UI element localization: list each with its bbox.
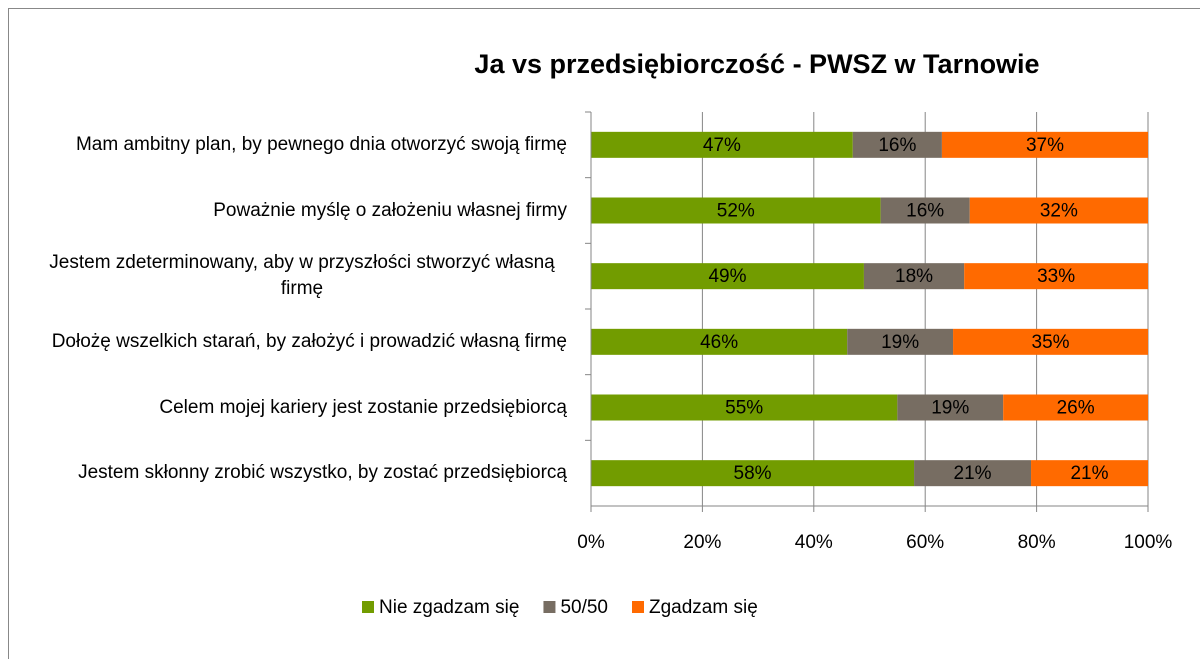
bar-segment: [1031, 460, 1148, 487]
legend-label: Nie zgadzam się: [379, 597, 519, 618]
bar-segment: [591, 263, 864, 290]
y-tick-label: Jestem skłonny zrobić wszystko, by zosta…: [78, 462, 567, 484]
bar-segment: [914, 460, 1032, 487]
data-label: 16%: [906, 201, 944, 222]
x-tick-label: 20%: [683, 532, 721, 553]
chart-title: Ja vs przedsiębiorczość - PWSZ w Tarnowi…: [474, 49, 1039, 79]
bar-segment: [591, 394, 898, 421]
x-tick-label: 60%: [906, 532, 944, 553]
legend-swatch: [362, 601, 374, 613]
data-label: 46%: [700, 332, 738, 353]
bar-segment: [591, 197, 881, 224]
bar-segment: [897, 394, 1004, 421]
bar-segment: [847, 328, 954, 355]
legend-swatch: [632, 601, 644, 613]
y-tick-label-box: Dołożę wszelkich starań, by założyć i pr…: [37, 329, 567, 355]
bar-segment: [591, 328, 848, 355]
bar-segment: [969, 197, 1148, 224]
data-label: 21%: [1070, 463, 1108, 484]
y-tick-label-box: Celem mojej kariery jest zostanie przeds…: [37, 395, 567, 421]
data-label: 26%: [1057, 398, 1095, 419]
data-label: 58%: [734, 463, 772, 484]
x-tick-label: 40%: [795, 532, 833, 553]
bar-segment: [964, 263, 1148, 290]
y-tick-label-box: Mam ambitny plan, by pewnego dnia otworz…: [37, 132, 567, 158]
bar-segment: [852, 131, 942, 158]
data-label: 18%: [895, 266, 933, 287]
legend-label: Zgadzam się: [649, 597, 758, 618]
data-label: 16%: [878, 135, 916, 156]
y-tick-label: Jestem zdeterminowany, aby w przyszłości…: [49, 252, 555, 300]
data-label: 47%: [703, 135, 741, 156]
data-label: 21%: [954, 463, 992, 484]
x-tick-label: 80%: [1018, 532, 1056, 553]
y-tick-label: Celem mojej kariery jest zostanie przeds…: [159, 396, 567, 418]
bar-segment: [591, 460, 915, 487]
y-tick-label-box: Jestem skłonny zrobić wszystko, by zosta…: [37, 460, 567, 486]
y-tick-label: Dołożę wszelkich starań, by założyć i pr…: [51, 330, 567, 352]
data-label: 35%: [1032, 332, 1070, 353]
data-label: 52%: [717, 201, 755, 222]
data-label: 33%: [1037, 266, 1075, 287]
x-tick-label: 100%: [1124, 532, 1173, 553]
x-tick-label: 0%: [577, 532, 605, 553]
data-label: 37%: [1026, 135, 1064, 156]
data-label: 19%: [931, 398, 969, 419]
bar-segment: [1003, 394, 1148, 421]
y-tick-label: Poważnie myślę o założeniu własnej firmy: [213, 199, 567, 221]
chart-border: [8, 8, 1200, 659]
legend-swatch: [543, 601, 556, 613]
bar-segment: [880, 197, 970, 224]
y-tick-label: Mam ambitny plan, by pewnego dnia otworz…: [75, 133, 567, 155]
bar-segment: [591, 131, 853, 158]
bar-segment: [953, 328, 1148, 355]
legend-label: 50/50: [560, 597, 608, 618]
data-label: 32%: [1040, 201, 1078, 222]
bar-segment: [863, 263, 965, 290]
y-tick-label-box: Poważnie myślę o założeniu własnej firmy: [37, 198, 567, 224]
data-label: 49%: [708, 266, 746, 287]
data-label: 19%: [881, 332, 919, 353]
data-label: 55%: [725, 398, 763, 419]
bar-segment: [941, 131, 1148, 158]
y-tick-label-box: Jestem zdeterminowany, aby w przyszłości…: [37, 250, 567, 302]
